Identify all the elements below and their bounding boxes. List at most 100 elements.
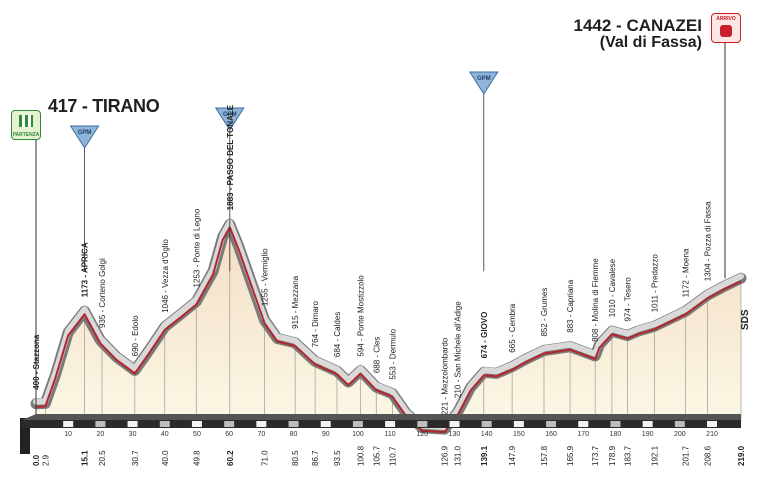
waypoint-label: 221 - Mezzolombardo	[441, 337, 450, 415]
start-badge-label: PARTENZA	[12, 132, 40, 138]
distance-tick-label: 20	[96, 431, 104, 438]
distance-tick-label: 60	[225, 431, 233, 438]
ruler-segment	[546, 421, 557, 427]
ruler-segment	[417, 421, 428, 427]
waypoint-label: 553 - Dermulo	[388, 328, 397, 379]
gpm-label: GPM	[477, 76, 491, 82]
ruler-segment	[95, 421, 106, 427]
ruler-segment	[352, 421, 363, 427]
km-value-label: 49.8	[192, 450, 201, 466]
ruler-segment	[191, 421, 202, 427]
km-value-label: 178.9	[608, 445, 617, 466]
km-value-label: 15.1	[81, 450, 90, 466]
km-value-label: 208.6	[704, 445, 713, 466]
waypoint-label: 1046 - Vezza d'Oglio	[161, 239, 170, 313]
km-value-label: 126.9	[441, 445, 450, 466]
waypoint-label: 684 - Caldes	[333, 312, 342, 357]
distance-tick-label: 50	[193, 431, 201, 438]
ruler-segment	[481, 421, 492, 427]
distance-tick-label: 110	[385, 431, 396, 438]
ruler-top-edge	[22, 414, 741, 420]
gpm-label: GPM	[78, 130, 92, 136]
distance-tick-label: 70	[257, 431, 265, 438]
side-label: SDS	[740, 309, 751, 330]
start-town-title: 417 - TIRANO	[48, 96, 160, 116]
distance-tick-label: 100	[352, 431, 364, 438]
waypoint-label: 674 - GIOVO	[480, 312, 489, 359]
km-value-label: 131.0	[454, 445, 463, 466]
km-value-label: 80.5	[291, 450, 300, 466]
km-value-label: 192.1	[650, 445, 659, 466]
distance-tick-label: 30	[129, 431, 137, 438]
ruler-segment	[320, 421, 331, 427]
distance-ruler	[22, 420, 741, 428]
ruler-segment	[578, 421, 589, 427]
distance-tick-label: 90	[322, 431, 330, 438]
gpm-triangle-icon	[69, 125, 100, 149]
finish-marker	[720, 25, 732, 37]
distance-tick-label: 130	[449, 431, 461, 438]
km-value-label: 30.7	[131, 450, 140, 466]
road-highlight	[33, 219, 744, 431]
ruler-segment	[256, 421, 267, 427]
waypoint-label: 1304 - Pozza di Fassa	[704, 201, 713, 281]
waypoint-label: 1173 - APRICA	[81, 242, 90, 297]
ruler-segment	[127, 421, 138, 427]
distance-tick-label: 150	[513, 431, 525, 438]
gpm-triangle-icon	[214, 107, 245, 131]
finish-badge-label: ARRIVO	[716, 16, 736, 22]
distance-tick-label: 210	[706, 431, 718, 438]
distance-tick-label: 180	[610, 431, 622, 438]
ruler-segment	[707, 421, 718, 427]
waypoint-label: 400 - Stazzona	[32, 334, 41, 390]
waypoint-label: 690 - Edolo	[131, 315, 140, 356]
waypoint-label: 1253 - Ponte di Legno	[192, 208, 201, 287]
waypoint-label: 808 - Molina di Fiemme	[591, 258, 600, 342]
finish-town-title: 1442 - CANAZEI	[573, 16, 702, 35]
checkered-flag-icon: PARTENZA	[11, 110, 41, 140]
km-value-label: 201.7	[681, 445, 690, 466]
km-value-label: 165.9	[566, 445, 575, 466]
km-value-label: 157.8	[540, 445, 549, 466]
finish-line-icon: ARRIVO	[711, 13, 741, 43]
waypoint-label: 1255 - Vermiglio	[261, 248, 270, 306]
waypoint-label: 210 - San Michele all'Adige	[454, 301, 463, 398]
km-value-label: 105.7	[372, 445, 381, 466]
waypoint-label: 915 - Mezzana	[291, 275, 300, 328]
distance-tick-label: 40	[161, 431, 169, 438]
km-value-label: 139.1	[480, 445, 489, 466]
finish-town-subtitle: (Val di Fassa)	[599, 34, 702, 51]
waypoint-label: 974 - Tesero	[623, 277, 632, 322]
km-value-label: 219.0	[737, 445, 746, 466]
waypoint-label: 935 - Corteno Golgi	[98, 258, 107, 328]
waypoint-label: 852 - Grumes	[540, 288, 549, 337]
waypoint-label: 594 - Ponte Mostizzolo	[356, 275, 365, 357]
waypoint-label: 688 - Cles	[372, 337, 381, 373]
left-base-block	[20, 418, 30, 454]
waypoint-label: 1010 - Cavalese	[608, 258, 617, 317]
km-value-label: 60.2	[226, 450, 235, 466]
km-value-label: 147.9	[508, 445, 517, 466]
ruler-segment	[610, 421, 621, 427]
distance-tick-label: 140	[481, 431, 493, 438]
ruler-segment	[513, 421, 524, 427]
km-value-label: 86.7	[311, 450, 320, 466]
start-flag-pattern	[19, 115, 33, 127]
route-line	[35, 226, 742, 434]
ruler-segment	[288, 421, 299, 427]
km-value-label: 173.7	[591, 445, 600, 466]
waypoint-label: 665 - Cembra	[508, 303, 517, 352]
ruler-segment	[63, 421, 74, 427]
ruler-segment	[159, 421, 170, 427]
km-value-label: 110.7	[388, 446, 397, 466]
distance-tick-label: 120	[416, 431, 428, 438]
gpm-label: GPM	[223, 112, 237, 118]
ruler-segment	[449, 421, 460, 427]
distance-tick-label: 200	[674, 431, 686, 438]
km-value-label: 100.8	[356, 445, 365, 466]
distance-tick-label: 10	[64, 431, 72, 438]
km-value-label: 0.0	[32, 454, 41, 466]
ruler-segment	[385, 421, 396, 427]
waypoint-label: 1172 - Moena	[681, 248, 690, 297]
